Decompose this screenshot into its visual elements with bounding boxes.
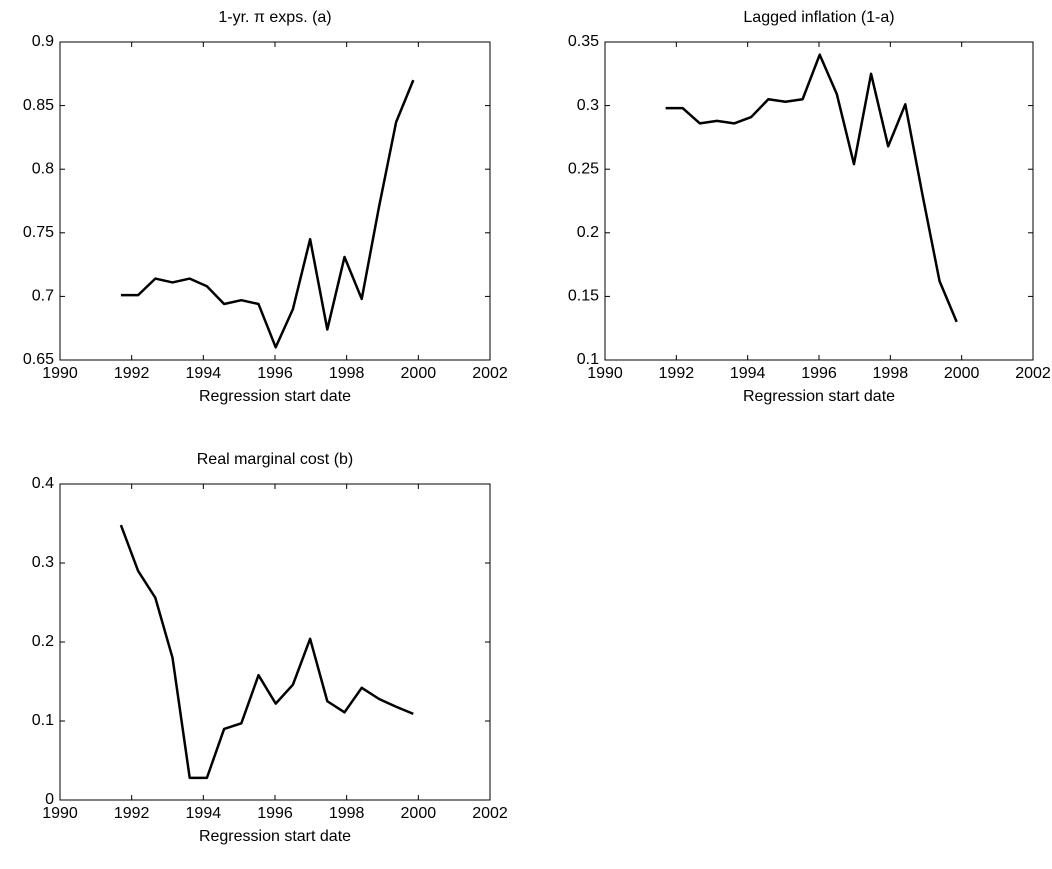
x-tick-label: 1994 [186, 365, 222, 382]
y-tick-label: 0.65 [23, 351, 54, 368]
x-tick-label: 1990 [42, 805, 78, 822]
x-tick-label: 2002 [1015, 365, 1051, 382]
x-tick-label: 1992 [659, 365, 695, 382]
x-tick-label: 1992 [114, 365, 150, 382]
y-tick-label: 0.1 [577, 351, 599, 368]
data-line [119, 524, 414, 780]
x-tick-label: 1996 [801, 365, 837, 382]
y-tick-label: 0.85 [23, 97, 54, 114]
subplot: Lagged inflation (1-a) Regression start d… [568, 9, 1051, 405]
y-tick-label: 0 [45, 791, 54, 808]
x-tick-label: 2002 [472, 365, 508, 382]
x-tick-label: 1998 [329, 365, 365, 382]
x-tick-label: 1996 [257, 805, 293, 822]
x-tick-label: 1994 [186, 805, 222, 822]
x-tick-label: 2000 [944, 365, 980, 382]
y-tick-label: 0.25 [568, 160, 599, 177]
y-tick-label: 0.3 [577, 97, 599, 114]
axes-box [59, 41, 491, 361]
y-tick-label: 0.1 [32, 712, 54, 729]
x-tick-label: 1996 [257, 365, 293, 382]
x-tick-label: 2000 [401, 365, 437, 382]
y-tick-label: 0.15 [568, 288, 599, 305]
y-tick-label: 0.8 [32, 160, 54, 177]
data-line [120, 79, 415, 349]
x-tick-label: 1998 [873, 365, 909, 382]
x-tick-label: 2002 [472, 805, 508, 822]
data-line [665, 53, 958, 323]
x-tick-label: 1998 [329, 805, 365, 822]
subplot-title: 1-yr. π exps. (a) [218, 9, 331, 26]
x-axis-label: Regression start date [743, 388, 895, 405]
subplot-title: Lagged inflation (1-a) [743, 9, 894, 26]
y-tick-label: 0.4 [32, 475, 54, 492]
y-tick-label: 0.9 [32, 33, 54, 50]
y-tick-label: 0.75 [23, 224, 54, 241]
y-tick-label: 0.2 [32, 633, 54, 650]
x-tick-label: 1990 [587, 365, 623, 382]
y-tick-label: 0.3 [32, 554, 54, 571]
x-tick-label: 1992 [114, 805, 150, 822]
x-axis-label: Regression start date [199, 388, 351, 405]
subplot: Real marginal cost (b) Regression start d… [32, 451, 508, 845]
subplot: 1-yr. π exps. (a) Regression start date 19… [23, 9, 508, 405]
x-tick-label: 1994 [730, 365, 766, 382]
y-tick-label: 0.7 [32, 288, 54, 305]
x-axis-label: Regression start date [199, 828, 351, 845]
y-tick-label: 0.35 [568, 33, 599, 50]
y-tick-label: 0.2 [577, 224, 599, 241]
axes-box [604, 41, 1034, 361]
x-tick-label: 2000 [401, 805, 437, 822]
x-tick-label: 1990 [42, 365, 78, 382]
subplot-title: Real marginal cost (b) [197, 451, 354, 468]
